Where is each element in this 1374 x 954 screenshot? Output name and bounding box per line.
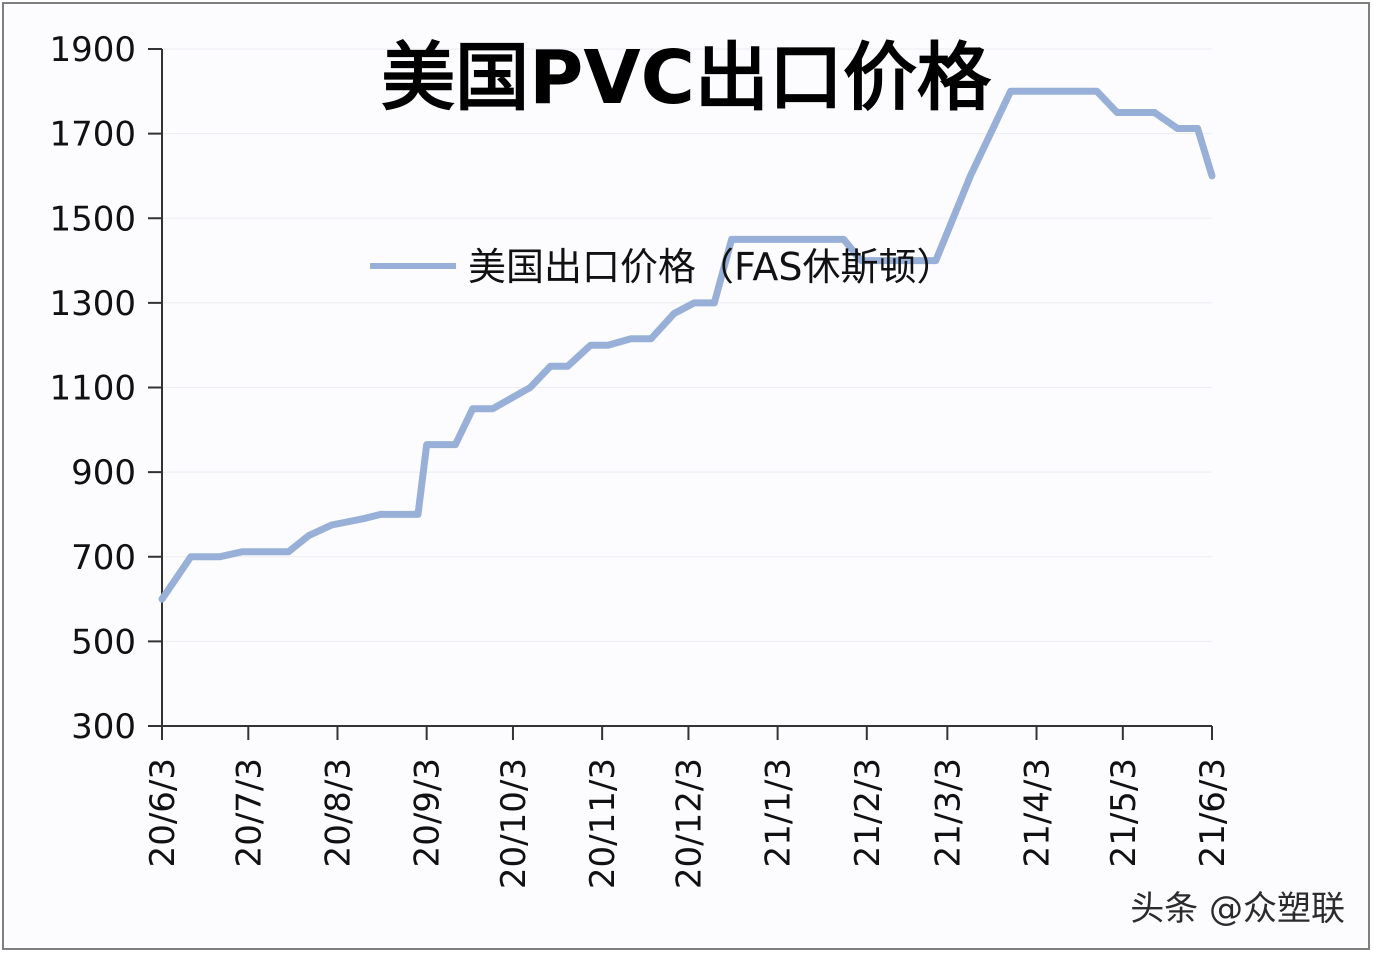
y-tick-label: 500	[71, 622, 136, 662]
x-tick-label: 21/3/3	[928, 758, 968, 867]
legend-label: 美国出口价格（FAS休斯顿）	[468, 245, 955, 289]
y-tick-label: 700	[71, 538, 136, 578]
gridlines	[162, 48, 1212, 642]
y-tick-label: 1500	[49, 199, 136, 239]
x-tick-label: 20/8/3	[318, 758, 358, 867]
y-tick-label: 900	[71, 453, 136, 493]
x-tick-label: 21/6/3	[1193, 758, 1233, 867]
y-tick-label: 300	[71, 707, 136, 747]
y-tick-label: 1700	[49, 115, 136, 155]
watermark: 头条 @众塑联	[1130, 889, 1345, 929]
x-tick-label: 21/4/3	[1018, 758, 1058, 867]
chart-title: 美国PVC出口价格	[381, 35, 992, 121]
x-tick-label: 20/12/3	[669, 758, 709, 889]
x-tick-label: 21/2/3	[848, 758, 888, 867]
x-tick-label: 20/9/3	[408, 758, 448, 867]
y-tick-label: 1100	[49, 369, 136, 409]
series-layer	[158, 87, 1216, 603]
y-tick-label: 1900	[49, 30, 136, 70]
axes: 300 500 700 900 1100 1300 1500 1700 1900 20/6/3 20…	[49, 30, 1233, 889]
y-tick-label: 1300	[49, 284, 136, 324]
legend: 美国出口价格（FAS休斯顿）	[370, 245, 955, 289]
x-tick-label: 20/10/3	[494, 758, 534, 889]
x-tick-label: 20/6/3	[143, 758, 183, 867]
x-tick-label: 20/11/3	[583, 758, 623, 889]
x-tick-label: 21/5/3	[1104, 758, 1144, 867]
series-line-0	[158, 87, 1216, 603]
x-tick-label: 21/1/3	[759, 758, 799, 867]
x-tick-label: 20/7/3	[229, 758, 269, 867]
